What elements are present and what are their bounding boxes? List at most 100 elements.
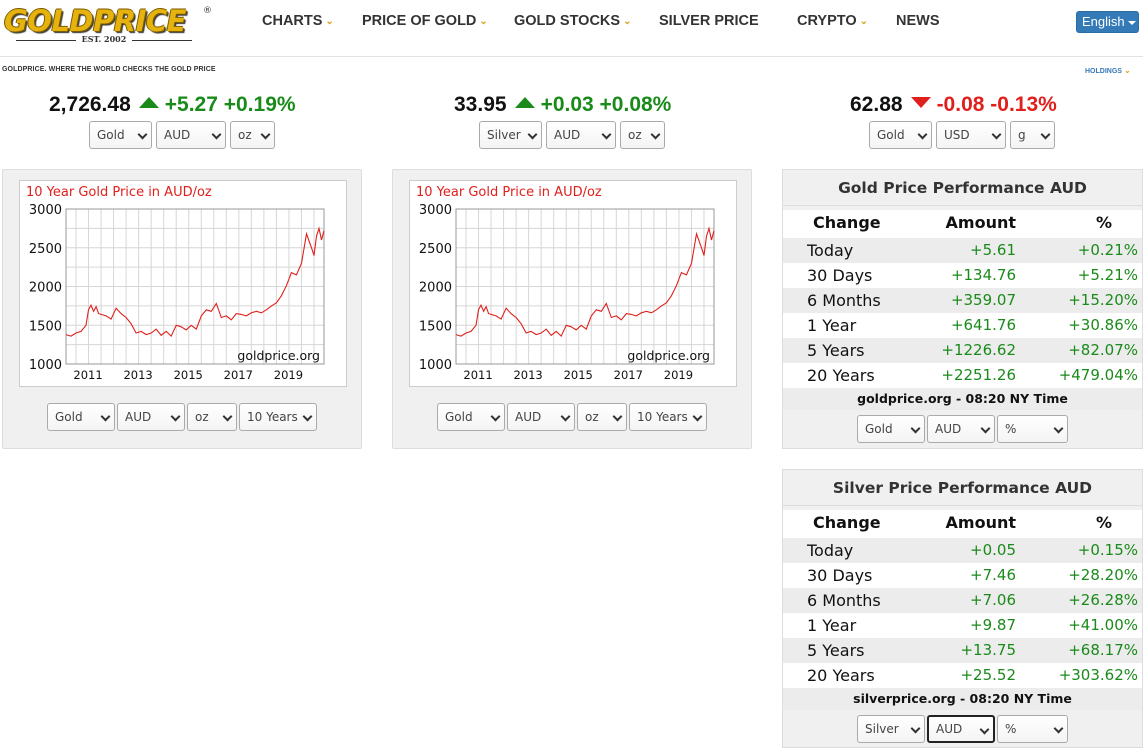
ticker2-metal-select[interactable]: Silver [479,121,542,149]
gold-perf-currency-select[interactable]: AUD [927,415,995,443]
ticker3-unit-select[interactable]: g [1010,121,1055,149]
tagline: GOLDPRICE. WHERE THE WORLD CHECKS THE GO… [2,66,216,73]
y-tick-label: 2500 [419,242,452,257]
nav-news[interactable]: NEWS [896,13,940,29]
y-tick-label: 1000 [419,358,452,373]
ticker3-metal-select[interactable]: Gold [869,121,932,149]
chart-1[interactable]: 1000 1500 2000 2500 3000 2011 2013 2015 2017 2019… [19,180,347,387]
gold-perf-metal-select[interactable]: Gold [857,415,925,443]
silver-perf-mode-select[interactable]: % [997,715,1068,743]
x-tick-label: 2011 [73,368,102,382]
nav-crypto[interactable]: CRYPTO ⌄ [797,13,868,29]
nav-charts[interactable]: CHARTS ⌄ [262,13,334,29]
chart-watermark: goldprice.org [237,348,320,363]
y-tick-label: 1000 [29,358,62,373]
silver-performance-footer: silverprice.org - 08:20 NY Time [783,688,1142,710]
row-amount: +5.61 [970,241,1016,259]
ticker-percent: +0.08% [599,93,672,116]
row-amount: +359.07 [950,291,1016,309]
ticker-price: 33.95 [454,93,507,116]
ticker2-currency-select[interactable]: AUD [546,121,616,149]
logo-text: GOLDPRICE [4,4,186,38]
chevron-down-icon: ⌄ [623,16,632,27]
ticker1-metal-select[interactable]: Gold [89,121,152,149]
chart2-metal-select[interactable]: Gold [437,403,505,431]
nav-price-of-gold-label: PRICE OF GOLD [362,13,477,29]
language-label: English [1082,14,1125,29]
x-tick-label: 2011 [463,368,492,382]
silver-performance-table: Change Amount % Today +0.05 +0.15% 30 Days… [783,510,1142,688]
ticker-change: +0.03 [540,93,594,116]
x-tick-label: 2019 [274,368,303,382]
chevron-down-icon [527,129,538,140]
x-tick-label: 2017 [224,368,253,382]
chart1-currency-select[interactable]: AUD [117,403,185,431]
ticker3-currency-select[interactable]: USD [936,121,1006,149]
table-row: 20 Years +25.52 +303.62% [783,663,1142,688]
chart1-period-select[interactable]: 10 Years [239,403,317,431]
logo-established: EST. 2002 [4,34,204,44]
y-tick-label: 2500 [29,242,62,257]
chart-1-title: 10 Year Gold Price in AUD/oz [26,185,212,200]
ticker1-currency-select[interactable]: AUD [156,121,226,149]
x-tick-label: 2019 [664,368,693,382]
arrow-up-icon [514,97,535,108]
gold-perf-mode-select[interactable]: % [997,415,1068,443]
nav-gold-stocks-label: GOLD STOCKS [514,13,621,29]
select-value: g [1018,128,1026,142]
row-percent: +82.07% [1068,341,1138,359]
chevron-down-icon [211,129,222,140]
holdings-label: HOLDINGS [1085,68,1122,75]
chart2-unit-select[interactable]: oz [577,403,627,431]
price-series-line [65,226,325,338]
silver-perf-currency-select[interactable]: AUD [927,715,995,743]
header-percent: % [1095,513,1112,532]
silver-performance-panel: Silver Price Performance AUD Change Amou… [782,469,1143,748]
chevron-down-icon [650,129,661,140]
select-value: AUD [935,422,962,436]
nav-price-of-gold[interactable]: PRICE OF GOLD ⌄ [362,13,488,29]
goldprice-logo[interactable]: GOLDPRICE ® EST. 2002 [4,4,212,44]
table-row: 6 Months +359.07 +15.20% [783,288,1142,313]
chart-panel-1: 1000 1500 2000 2500 3000 2011 2013 2015 2017 2019… [2,169,362,449]
chart1-unit-select[interactable]: oz [187,403,237,431]
ticker2-unit-select[interactable]: oz [620,121,665,149]
header-amount: Amount [945,213,1016,232]
gold-performance-footer: goldprice.org - 08:20 NY Time [783,388,1142,410]
select-value: oz [238,128,252,142]
chevron-down-icon [302,411,313,422]
row-amount: +7.46 [970,566,1016,584]
arrow-up-icon [138,97,159,108]
site-header: GOLDPRICE ® EST. 2002 CHARTS ⌄ PRICE OF G… [0,0,1143,57]
language-dropdown[interactable]: English [1076,11,1139,33]
holdings-menu[interactable]: HOLDINGS ⌄ [1085,66,1131,75]
nav-silver-price[interactable]: SILVER PRICE [659,13,759,29]
row-amount: +13.75 [960,641,1016,659]
chevron-down-icon [137,129,148,140]
select-value: AUD [515,410,542,424]
row-percent: +68.17% [1068,641,1138,659]
row-percent: +479.04% [1058,366,1138,384]
chevron-down-icon: ⌄ [325,16,334,27]
row-amount: +25.52 [960,666,1016,684]
caret-down-icon [1127,20,1136,25]
silver-ticker: 33.95 +0.03 +0.08% [454,93,671,117]
silver-perf-metal-select[interactable]: Silver [857,715,925,743]
chart-1-svg: 1000 1500 2000 2500 3000 2011 2013 2015 2017 2019… [29,203,325,382]
chart1-metal-select[interactable]: Gold [47,403,115,431]
ticker1-unit-select[interactable]: oz [230,121,275,149]
row-period: 6 Months [807,591,881,610]
chart-2[interactable]: 1000 1500 2000 2500 3000 2011 2013 2015 2017 2019… [409,180,737,387]
row-percent: +303.62% [1058,666,1138,684]
chart2-period-select[interactable]: 10 Years [629,403,707,431]
nav-gold-stocks[interactable]: GOLD STOCKS ⌄ [514,13,631,29]
chevron-down-icon: ⌄ [1123,66,1131,75]
header-amount: Amount [945,513,1016,532]
chart-panel-2: 1000 1500 2000 2500 3000 2011 2013 2015 2017 2019… [392,169,752,449]
x-tick-label: 2017 [614,368,643,382]
table-row: 30 Days +134.76 +5.21% [783,263,1142,288]
row-amount: +9.87 [970,616,1016,634]
chevron-down-icon [917,129,928,140]
row-period: Today [807,541,854,560]
chart2-currency-select[interactable]: AUD [507,403,575,431]
